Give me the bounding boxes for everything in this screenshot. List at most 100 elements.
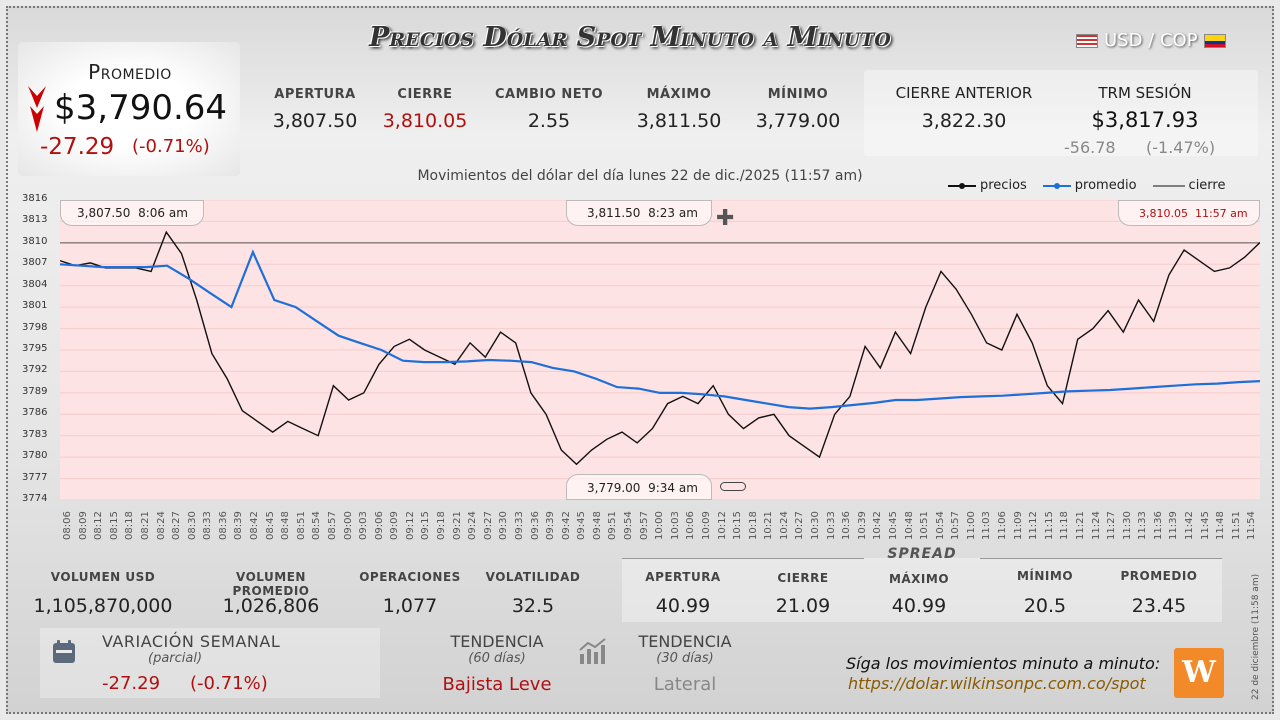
spread-value: 21.09 xyxy=(775,595,831,617)
spread-label: CIERRE xyxy=(777,571,829,585)
footer-link[interactable]: https://dolar.wilkinsonpc.com.co/spot xyxy=(848,674,1146,693)
x-tick-label: 11:18 xyxy=(1059,511,1071,540)
x-tick-label: 10:48 xyxy=(903,511,915,540)
x-tick-label: 09:18 xyxy=(436,511,448,540)
spread-rule-right xyxy=(980,558,1222,559)
x-tick-label: 08:30 xyxy=(186,511,198,540)
x-tick-label: 08:09 xyxy=(77,511,89,540)
weekly-panel xyxy=(40,628,380,698)
x-tick-label: 08:15 xyxy=(108,511,120,540)
x-tick-label: 10:42 xyxy=(872,511,884,540)
stat-label: VOLATILIDAD xyxy=(485,570,581,584)
footer-text: Síga los movimientos minuto a minuto: xyxy=(846,654,1161,673)
currency-pair: USD / COP xyxy=(1076,30,1226,51)
x-tick-label: 10:54 xyxy=(934,511,946,540)
spread-label: MÍNIMO xyxy=(1016,569,1074,583)
x-tick-label: 10:36 xyxy=(841,511,853,540)
x-tick-label: 08:21 xyxy=(139,511,151,540)
prev-close-value: 3,822.30 xyxy=(921,110,1007,132)
trm-value: $3,817.93 xyxy=(1091,108,1199,132)
spread-value: 40.99 xyxy=(655,595,711,617)
prev-close-panel: CIERRE ANTERIOR 3,822.30 TRM SESIÓN $3,8… xyxy=(864,70,1258,157)
y-tick-label: 3777 xyxy=(22,471,48,483)
y-tick-label: 3795 xyxy=(22,343,48,354)
average-change: -27.29 xyxy=(40,134,115,160)
price-chart[interactable] xyxy=(60,200,1260,500)
stat-value: 1,105,870,000 xyxy=(33,595,173,617)
x-tick-label: 09:54 xyxy=(623,511,635,540)
x-tick-label: 08:18 xyxy=(124,511,136,540)
x-tick-label: 10:39 xyxy=(856,511,868,540)
x-tick-label: 11:54 xyxy=(1246,511,1258,540)
currency-pair-label: USD / COP xyxy=(1104,30,1198,51)
weekly-label: VARIACIÓN SEMANAL xyxy=(102,632,281,651)
x-tick-label: 09:48 xyxy=(591,511,603,540)
x-tick-label: 11:15 xyxy=(1043,511,1055,540)
x-tick-label: 09:21 xyxy=(451,511,463,540)
y-tick-label: 3783 xyxy=(22,428,48,440)
x-tick-label: 11:09 xyxy=(1012,511,1024,540)
legend-promedio: promedio xyxy=(1042,178,1137,193)
y-tick-label: 3774 xyxy=(22,493,48,504)
spread-value: 23.45 xyxy=(1131,595,1187,617)
y-tick-label: 3804 xyxy=(22,278,48,290)
y-tick-label: 3813 xyxy=(22,214,48,226)
x-tick-label: 11:30 xyxy=(1121,511,1133,540)
precios-series-line xyxy=(60,230,1260,466)
scroll-handle[interactable] xyxy=(720,482,746,491)
x-tick-label: 11:21 xyxy=(1074,511,1086,540)
x-tick-label: 10:18 xyxy=(747,511,759,540)
spread-value: 20.5 xyxy=(1023,595,1067,617)
x-tick-label: 08:39 xyxy=(233,511,245,540)
trm-label: TRM SESIÓN xyxy=(1098,84,1192,102)
crosshair-icon[interactable]: ✚ xyxy=(716,206,735,231)
stat-value: 3,811.50 xyxy=(636,110,722,132)
wilkinson-logo-icon[interactable]: W xyxy=(1174,648,1224,698)
average-label: Promedio xyxy=(88,60,172,84)
x-tick-label: 08:36 xyxy=(217,511,229,540)
x-tick-label: 09:12 xyxy=(404,511,416,540)
y-tick-label: 3816 xyxy=(22,193,48,204)
y-tick-label: 3780 xyxy=(22,450,48,462)
y-tick-label: 3807 xyxy=(22,257,48,269)
x-tick-label: 11:12 xyxy=(1028,511,1040,540)
trm-change-pct: (-1.47%) xyxy=(1146,138,1216,157)
stat-value: 3,779.00 xyxy=(755,110,841,132)
y-tick-label: 3792 xyxy=(22,364,48,376)
trend60-sub: (60 días) xyxy=(468,651,526,666)
trend30-sub: (30 días) xyxy=(656,651,714,666)
spread-title: SPREAD xyxy=(887,546,957,562)
x-tick-label: 08:24 xyxy=(155,511,167,540)
trend30-label: TENDENCIA xyxy=(638,632,732,651)
x-tick-label: 08:48 xyxy=(280,511,292,540)
x-tick-label: 10:15 xyxy=(732,511,744,540)
x-tick-label: 08:54 xyxy=(311,511,323,540)
stat-value: 2.55 xyxy=(527,110,571,132)
x-tick-label: 08:51 xyxy=(295,511,307,540)
x-tick-label: 09:09 xyxy=(389,511,401,540)
stat-value: 32.5 xyxy=(511,595,555,617)
stat-label: OPERACIONES xyxy=(359,570,461,584)
down-arrow-icon xyxy=(28,86,46,132)
x-tick-label: 09:51 xyxy=(607,511,619,540)
x-tick-label: 10:00 xyxy=(654,511,666,540)
x-tick-label: 09:03 xyxy=(358,511,370,540)
stat-label: CAMBIO NETO xyxy=(494,87,604,102)
spread-value: 40.99 xyxy=(891,595,947,617)
stat-label: MÁXIMO xyxy=(646,87,712,102)
colombia-flag-icon xyxy=(1203,33,1226,48)
x-tick-label: 11:06 xyxy=(997,511,1009,540)
spread-rule-left xyxy=(622,558,864,559)
x-tick-label: 08:06 xyxy=(62,511,73,540)
x-tick-label: 09:24 xyxy=(467,511,479,540)
x-tick-label: 10:51 xyxy=(919,511,931,540)
spread-label: MÁXIMO xyxy=(888,572,950,586)
y-tick-label: 3789 xyxy=(22,385,48,397)
x-tick-label: 08:57 xyxy=(326,511,338,540)
x-tick-label: 11:45 xyxy=(1199,511,1211,540)
prev-close-label: CIERRE ANTERIOR xyxy=(895,84,1033,102)
open-annotation: 3,807.50 8:06 am xyxy=(60,200,204,226)
stat-label: CIERRE xyxy=(397,87,453,102)
x-tick-label: 09:36 xyxy=(529,511,541,540)
x-tick-label: 09:45 xyxy=(576,511,588,540)
